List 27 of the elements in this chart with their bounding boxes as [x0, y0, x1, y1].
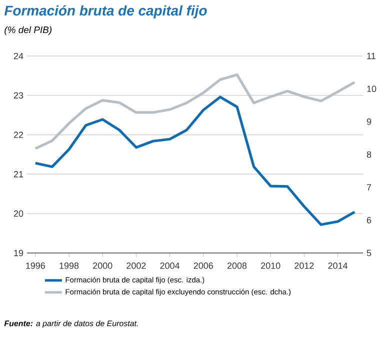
x-tick-label: 2012: [294, 262, 314, 269]
y2-tick-label: 6: [366, 216, 372, 224]
x-tick-label: 2010: [261, 262, 280, 269]
line-series: [34, 73, 356, 150]
y-tick-label: 20: [14, 210, 24, 217]
x-tick-label: 1996: [26, 262, 45, 269]
chart-subtitle: (% del PIB): [4, 26, 52, 36]
y2-tick-label: 9: [366, 118, 372, 125]
y-tick-label: 23: [14, 92, 24, 99]
y2-tick-label: 5: [366, 250, 372, 256]
y2-tick-label: 8: [366, 151, 372, 158]
y2-tick-label: 11: [367, 52, 376, 60]
y-tick-label: 19: [14, 250, 24, 256]
x-tick-label: 2000: [93, 262, 112, 269]
x-tick-label: 2014: [328, 262, 348, 269]
x-tick-label: 2002: [126, 262, 146, 269]
y-tick-label: 24: [14, 52, 24, 60]
x-tick-label: 2004: [160, 262, 180, 269]
y-tick-label: 22: [14, 132, 24, 138]
y2-tick-label: 7: [366, 184, 372, 190]
line-series: [34, 96, 356, 226]
chart-title: Formación bruta de capital fijo: [4, 5, 207, 18]
x-tick-label: 2008: [227, 262, 247, 269]
x-tick-label: 2006: [194, 262, 213, 269]
y-tick-label: 21: [14, 171, 24, 178]
x-tick-label: 1998: [60, 262, 79, 269]
y2-tick-label: 10: [367, 86, 376, 92]
